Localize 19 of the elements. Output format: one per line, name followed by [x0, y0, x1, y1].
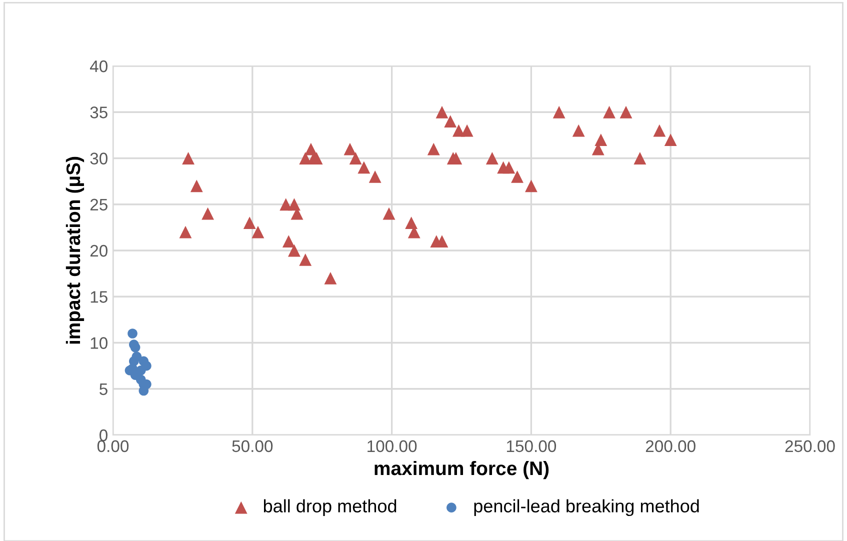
- y-tick-label: 20: [90, 244, 108, 257]
- x-tick-label: 0.00: [97, 440, 129, 452]
- y-tick-label: 30: [90, 152, 108, 164]
- legend-label: pencil-lead breaking method: [474, 499, 699, 516]
- y-tick-label: 35: [90, 106, 108, 118]
- x-tick-label: 200.00: [646, 440, 696, 452]
- y-tick-label: 10: [90, 337, 108, 349]
- y-tick-label: 25: [90, 198, 108, 211]
- x-tick-label: 150.00: [506, 440, 556, 452]
- legend-label: ball drop method: [264, 499, 396, 516]
- y-tick-label: 0: [100, 429, 108, 442]
- x-tick-label: 50.00: [232, 440, 273, 452]
- y-tick-label: 40: [90, 60, 108, 72]
- y-tick-label: 15: [90, 291, 108, 303]
- x-tick-label: 100.00: [368, 440, 417, 452]
- y-tick-label: 5: [100, 383, 108, 396]
- y-axis-title: impact duration (μS): [66, 156, 84, 344]
- x-axis-title: maximum force (N): [374, 460, 549, 480]
- x-tick-label: 250.00: [785, 440, 835, 452]
